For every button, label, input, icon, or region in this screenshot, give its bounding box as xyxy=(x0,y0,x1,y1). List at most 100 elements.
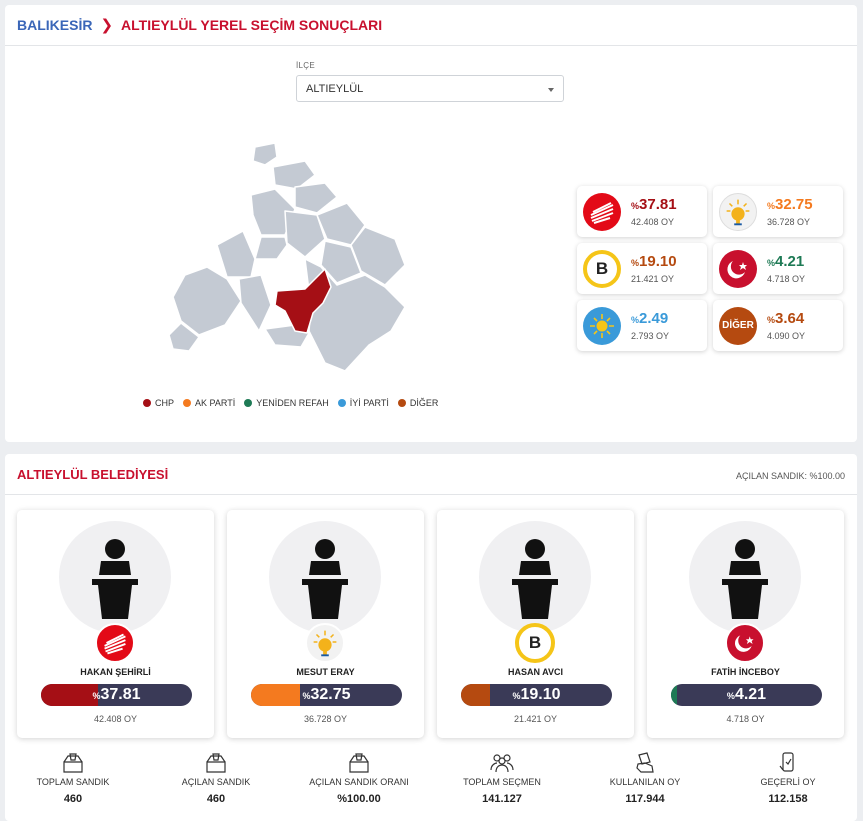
legend-item: AK PARTİ xyxy=(183,398,235,408)
legend-dot-icon xyxy=(337,399,346,407)
result-card-akparti[interactable]: %32.75 36.728 OY xyxy=(713,186,843,237)
map-district[interactable] xyxy=(284,210,326,258)
candidate-percent: 19.10 xyxy=(520,686,561,703)
map-district[interactable] xyxy=(294,182,338,214)
result-percent: 3.64 xyxy=(775,309,805,327)
stat-valid-votes: GEÇERLİ OY 112.158 xyxy=(718,752,858,805)
candidate-percent-fill xyxy=(41,684,99,706)
page-title: ALTIEYLÜL YEREL SEÇİM SONUÇLARI xyxy=(121,17,383,33)
b-logo-icon: B xyxy=(583,249,621,288)
breadcrumb-province-link[interactable]: BALIKESİR xyxy=(17,17,93,33)
diger-logo-icon: DİĞER xyxy=(719,306,757,345)
b-logo-icon: B xyxy=(515,623,555,663)
opened-ballot-status: AÇILAN SANDIK: %100.00 xyxy=(735,471,845,481)
result-card-diger[interactable]: DİĞER %3.64 4.090 OY xyxy=(713,300,843,351)
candidate-card[interactable]: FATİH İNCEBOY %4.21 4.718 OY xyxy=(647,510,844,738)
result-card-b[interactable]: B %19.10 21.421 OY xyxy=(577,243,707,294)
candidate-avatar-circle xyxy=(689,521,801,633)
result-percent: 4.21 xyxy=(775,252,805,270)
stat-used-votes: KULLANILAN OY 117.944 xyxy=(575,752,715,805)
map-district[interactable] xyxy=(252,142,278,166)
chp-logo-icon xyxy=(95,623,135,663)
section-title: ALTIEYLÜL BELEDİYESİ xyxy=(17,466,169,482)
map-district[interactable] xyxy=(172,266,242,336)
candidate-votes: 36.728 OY xyxy=(303,714,348,724)
candidate-percent-fill xyxy=(671,684,678,706)
candidate-votes: 4.718 OY xyxy=(726,714,765,724)
result-percent: 32.75 xyxy=(775,195,813,213)
district-select[interactable]: ALTIEYLÜL xyxy=(296,75,564,102)
result-percent: 2.49 xyxy=(639,309,669,327)
legend-item: CHP xyxy=(143,398,174,408)
breadcrumb: BALIKESİR ❯ ALTIEYLÜL YEREL SEÇİM SONUÇL… xyxy=(5,5,857,46)
chevron-right-icon: ❯ xyxy=(100,17,114,34)
podium-speaker-icon xyxy=(722,539,768,619)
akparti-logo-icon xyxy=(719,192,757,231)
result-percent: 19.10 xyxy=(639,252,677,270)
result-votes: 4.718 OY xyxy=(767,273,806,284)
party-legend: CHP AK PARTİ YENİDEN REFAH İYİ PARTİ DİĞ… xyxy=(143,398,438,408)
result-votes: 21.421 OY xyxy=(631,273,675,284)
candidate-votes: 42.408 OY xyxy=(93,714,138,724)
map-district[interactable] xyxy=(350,226,406,286)
candidate-percent: 32.75 xyxy=(310,686,351,703)
podium-speaker-icon xyxy=(512,539,558,619)
stat-opened-ballot-box: AÇILAN SANDIK 460 xyxy=(146,752,286,805)
map-district-altieylul[interactable] xyxy=(274,268,332,334)
legend-item: DİĞER xyxy=(397,398,438,408)
section-header: ALTIEYLÜL BELEDİYESİ AÇILAN SANDIK: %100… xyxy=(5,454,857,495)
chp-logo-icon xyxy=(583,192,621,231)
candidate-name: FATİH İNCEBOY xyxy=(711,667,780,677)
result-card-yrp[interactable]: %4.21 4.718 OY xyxy=(713,243,843,294)
candidate-name: MESUT ERAY xyxy=(296,667,355,677)
legend-dot-icon xyxy=(143,399,151,407)
result-card-iyi[interactable]: %2.49 2.793 OY xyxy=(577,300,707,351)
candidate-card[interactable]: B HASAN AVCI %19.10 21.421 OY xyxy=(437,510,634,738)
candidate-percent-bar: %19.10 xyxy=(461,684,612,706)
vote-hand-icon xyxy=(636,752,654,773)
candidate-avatar-circle xyxy=(59,521,171,633)
map-district[interactable] xyxy=(272,160,316,190)
map-district[interactable] xyxy=(238,274,272,332)
candidate-percent: 4.21 xyxy=(734,686,767,703)
candidate-percent-fill xyxy=(461,684,490,706)
map-district[interactable] xyxy=(254,236,288,260)
caret-down-icon xyxy=(548,88,554,92)
district-select-value: ALTIEYLÜL xyxy=(306,82,364,95)
result-votes: 2.793 OY xyxy=(631,330,670,341)
podium-speaker-icon xyxy=(302,539,348,619)
result-votes: 36.728 OY xyxy=(767,216,811,227)
map-district[interactable] xyxy=(320,240,362,284)
ballot-box-icon xyxy=(206,753,226,773)
people-icon xyxy=(490,754,514,773)
map-district[interactable] xyxy=(168,322,200,352)
result-card-chp[interactable]: %37.81 42.408 OY xyxy=(577,186,707,237)
candidate-card[interactable]: MESUT ERAY %32.75 36.728 OY xyxy=(227,510,424,738)
legend-dot-icon xyxy=(244,399,253,407)
candidate-name: HASAN AVCI xyxy=(507,667,563,677)
candidate-name: HAKAN ŞEHİRLİ xyxy=(80,667,151,677)
district-map xyxy=(168,142,406,372)
map-district[interactable] xyxy=(250,188,296,236)
result-votes: 42.408 OY xyxy=(631,216,675,227)
phone-check-icon xyxy=(779,752,794,772)
stat-opened-ratio: AÇILAN SANDIK ORANI %100.00 xyxy=(289,752,429,805)
legend-item: YENİDEN REFAH xyxy=(244,398,329,408)
candidate-votes: 21.421 OY xyxy=(513,714,558,724)
legend-dot-icon xyxy=(183,399,192,407)
candidate-avatar-circle xyxy=(269,521,381,633)
candidate-percent: 37.81 xyxy=(100,686,141,703)
podium-speaker-icon xyxy=(92,539,138,619)
results-map-card: BALIKESİR ❯ ALTIEYLÜL YEREL SEÇİM SONUÇL… xyxy=(5,5,857,442)
candidate-percent-bar: %4.21 xyxy=(671,684,822,706)
candidate-percent-fill xyxy=(251,684,301,706)
akparti-logo-icon xyxy=(305,623,345,663)
candidate-card[interactable]: HAKAN ŞEHİRLİ %37.81 42.408 OY xyxy=(17,510,214,738)
map-district[interactable] xyxy=(216,230,256,278)
stat-total-voters: TOPLAM SEÇMEN 141.127 xyxy=(432,752,572,805)
candidate-avatar-circle xyxy=(479,521,591,633)
candidate-percent-bar: %37.81 xyxy=(41,684,192,706)
iyi-logo-icon xyxy=(583,306,621,345)
stat-total-ballot-box: TOPLAM SANDIK 460 xyxy=(3,752,143,805)
result-votes: 4.090 OY xyxy=(767,330,806,341)
